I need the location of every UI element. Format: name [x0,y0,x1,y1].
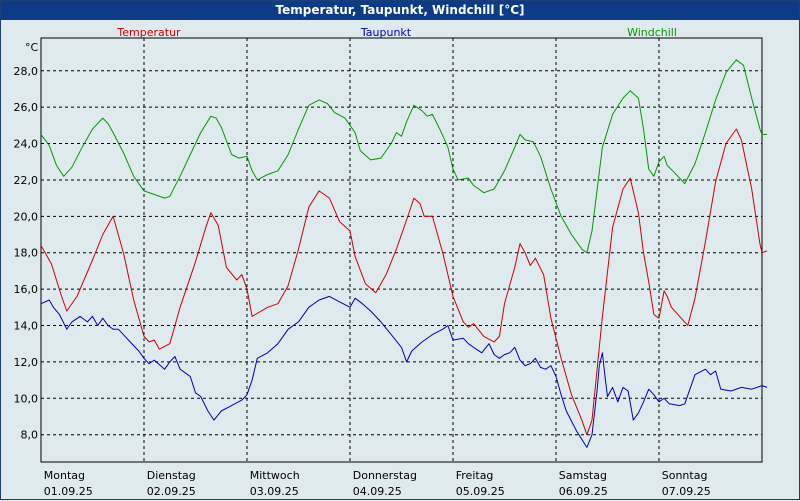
legend-taupunkt: Taupunkt [360,26,412,39]
series-line-taupunkt [40,295,768,448]
y-tick-label: 22,0 [14,174,39,187]
x-day-name: Dienstag [147,469,196,482]
y-tick-label: 8,0 [21,429,39,442]
x-day-date: 01.09.25 [44,485,93,498]
x-day-name: Montag [44,469,85,482]
x-day-name: Sonntag [662,469,708,482]
series-line-temperatur [40,128,768,436]
x-day-date: 03.09.25 [250,485,299,498]
y-axis-unit: °C [25,41,39,54]
series-lines [40,59,768,448]
x-day-date: 07.09.25 [662,485,711,498]
y-tick-label: 16,0 [14,283,39,296]
y-tick-label: 26,0 [14,101,39,114]
chart-title: Temperatur, Taupunkt, Windchill [°C] [1,1,799,20]
x-day-name: Freitag [456,469,494,482]
series-line-windchill [40,59,768,254]
y-tick-labels: 8,0 10,0 12,0 14,0 16,0 18,0 20,0 22,0 24,0 26,0 2… [14,65,39,442]
x-day-labels: Montag 01.09.25 Dienstag 02.09.25 Mittwoch 03… [44,469,711,498]
x-day-name: Mittwoch [250,469,300,482]
x-day-date: 02.09.25 [147,485,196,498]
plot-frame [40,37,763,463]
y-tick-label: 20,0 [14,210,39,223]
y-tick-label: 28,0 [14,65,39,78]
x-day-name: Samstag [559,469,607,482]
legend: Temperatur Taupunkt Windchill [116,26,677,39]
x-day-date: 04.09.25 [353,485,402,498]
legend-windchill: Windchill [627,26,677,39]
y-tick-label: 12,0 [14,356,39,369]
y-tick-label: 14,0 [14,320,39,333]
x-day-name: Donnerstag [353,469,417,482]
x-day-date: 05.09.25 [456,485,505,498]
y-tick-label: 10,0 [14,392,39,405]
grid-lines [41,38,762,462]
y-tick-label: 18,0 [14,247,39,260]
legend-temperatur: Temperatur [116,26,181,39]
x-day-date: 06.09.25 [559,485,608,498]
y-tick-label: 24,0 [14,138,39,151]
